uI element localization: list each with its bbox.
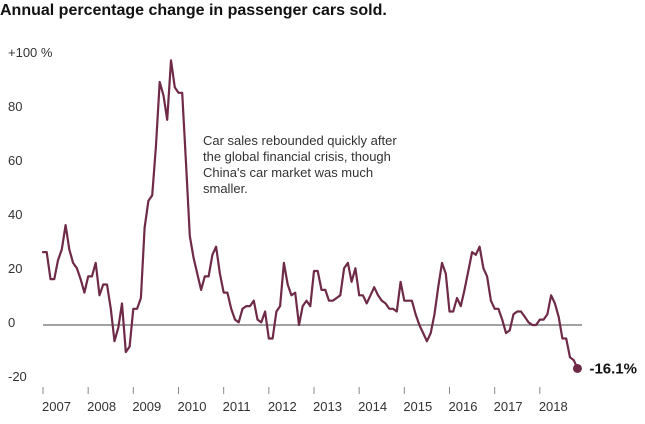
x-tick-label: 2018 bbox=[539, 399, 568, 414]
x-tick-label: 2016 bbox=[449, 399, 478, 414]
series-line bbox=[41, 59, 579, 370]
x-tick-label: 2008 bbox=[87, 399, 116, 414]
y-tick-label: 80 bbox=[8, 99, 22, 114]
x-tick-label: 2009 bbox=[132, 399, 161, 414]
y-tick-label: -20 bbox=[8, 369, 27, 384]
x-tick-label: 2010 bbox=[178, 399, 207, 414]
x-tick-label: 2017 bbox=[494, 399, 523, 414]
plot-area: -16.1% bbox=[41, 59, 637, 377]
annotation-line: smaller. bbox=[203, 181, 248, 196]
x-tick-label: 2015 bbox=[403, 399, 432, 414]
x-tick-label: 2013 bbox=[313, 399, 342, 414]
y-axis: +100 % 80 60 40 20 0 -20 bbox=[8, 45, 582, 384]
y-tick-label: 40 bbox=[8, 207, 22, 222]
y-tick-label: 60 bbox=[8, 153, 22, 168]
x-tick-label: 2011 bbox=[223, 399, 251, 414]
annotation-line: the global financial crisis, though bbox=[203, 149, 391, 164]
end-value-label: -16.1% bbox=[589, 360, 637, 377]
chart-title: Annual percentage change in passenger ca… bbox=[0, 2, 387, 19]
y-tick-label: 20 bbox=[8, 261, 22, 276]
y-tick-label: +100 % bbox=[8, 45, 53, 60]
annotation-line: China's car market was much bbox=[203, 165, 373, 180]
x-tick-label: 2012 bbox=[268, 399, 297, 414]
annotation-line: Car sales rebounded quickly after bbox=[203, 133, 397, 148]
y-tick-label: 0 bbox=[8, 315, 15, 330]
x-tick-label: 2014 bbox=[358, 399, 387, 414]
end-point bbox=[572, 363, 582, 373]
x-tick-label: 2007 bbox=[42, 399, 71, 414]
x-axis: 2007 2008 2009 2010 2011 2012 2013 2014 2015 2016… bbox=[42, 387, 568, 414]
